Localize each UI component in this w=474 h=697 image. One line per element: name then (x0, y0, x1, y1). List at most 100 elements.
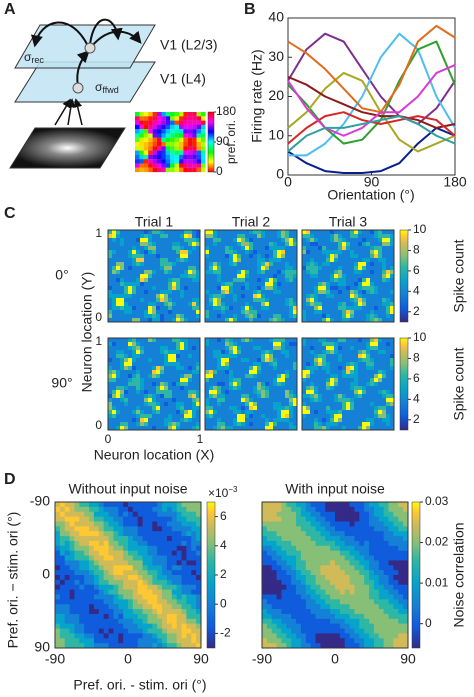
heatmap-cell (64, 638, 70, 644)
heatmap-cell (349, 516, 355, 522)
heatmap-cell (168, 414, 173, 419)
heatmap-cell (334, 294, 339, 299)
heatmap-cell (310, 565, 316, 571)
heatmap-cell (166, 594, 173, 600)
heatmap-cell (374, 338, 379, 343)
heatmap-cell (164, 422, 169, 427)
heatmap-cell (162, 521, 168, 527)
heatmap-cell (74, 579, 80, 586)
heatmap-cell (289, 246, 294, 251)
x-axis-label: Orientation (°) (327, 187, 414, 203)
heatmap-cell (196, 531, 202, 537)
heatmap-cell (162, 506, 168, 513)
heatmap-cell (378, 318, 383, 323)
heatmap-cell (342, 246, 347, 251)
heatmap-cell (144, 406, 149, 411)
heatmap-cell (196, 254, 201, 259)
heatmap-cell (225, 414, 230, 419)
heatmap-cell (241, 230, 246, 235)
heatmap-cell (241, 314, 246, 319)
heatmap-cell (225, 302, 230, 307)
heatmap-cell (128, 584, 134, 590)
heatmap-cell (253, 406, 258, 411)
heatmap-cell (344, 643, 350, 649)
heatmap-cell (140, 338, 145, 343)
heatmap-cell (213, 306, 218, 311)
row-label: 0° (55, 267, 68, 283)
heatmap-cell (320, 579, 326, 586)
heatmap-cell (245, 250, 250, 255)
heatmap-cell (350, 266, 355, 271)
heatmap-cell (147, 570, 153, 576)
heatmap-cell (124, 254, 129, 259)
heatmap-cell (266, 502, 273, 508)
heatmap-cell (59, 579, 66, 586)
heatmap-cell (84, 511, 90, 517)
heatmap-cell (124, 406, 129, 411)
heatmap-cell (128, 270, 133, 275)
heatmap-cell (261, 402, 266, 407)
heatmap-cell (370, 294, 375, 299)
heatmap-cell (305, 565, 312, 571)
map-cell (192, 129, 197, 134)
heatmap-cell (366, 398, 371, 403)
heatmap-cell (266, 511, 273, 517)
heatmap-cell (142, 536, 148, 542)
heatmap-cell (128, 628, 134, 634)
heatmap-cell (132, 410, 137, 415)
heatmap-cell (310, 502, 316, 508)
heatmap-cell (339, 643, 346, 649)
heatmap-cell (382, 278, 387, 283)
heatmap-cell (281, 638, 287, 644)
heatmap-cell (305, 540, 312, 547)
heatmap-cell (293, 314, 298, 319)
heatmap-cell (132, 266, 137, 271)
heatmap-cell (108, 599, 114, 605)
heatmap-cell (358, 254, 363, 259)
heatmap-cell (136, 286, 141, 291)
heatmap-cell (64, 550, 70, 556)
heatmap-cell (390, 426, 395, 431)
heatmap-cell (310, 589, 316, 595)
heatmap-cell (281, 516, 287, 522)
heatmap-cell (132, 584, 139, 590)
heatmap-cell (108, 286, 113, 291)
heatmap-cell (142, 584, 148, 590)
heatmap-cell (55, 618, 61, 625)
heatmap-cell (342, 374, 347, 379)
heatmap-cell (142, 521, 148, 527)
heatmap-cell (180, 406, 185, 411)
heatmap-cell (390, 382, 395, 387)
heatmap-cell (249, 390, 254, 395)
heatmap-cell (314, 274, 319, 279)
heatmap-cell (305, 502, 312, 508)
heatmap-cell (241, 234, 246, 239)
heatmap-cell (136, 342, 141, 347)
heatmap-cell (148, 270, 153, 275)
heatmap-cell (225, 406, 230, 411)
heatmap-cell (314, 418, 319, 423)
heatmap-cell (346, 246, 351, 251)
heatmap-cell (112, 362, 117, 367)
heatmap-cell (322, 338, 327, 343)
heatmap-cell (128, 618, 134, 625)
heatmap-cell (157, 579, 163, 586)
heatmap-cell (330, 306, 335, 311)
heatmap-cell (176, 398, 181, 403)
heatmap-cell (160, 302, 165, 307)
heatmap-cell (305, 623, 312, 629)
heatmap-cell (112, 298, 117, 303)
heatmap-cell (217, 346, 222, 351)
heatmap-cell (144, 250, 149, 255)
heatmap-cell (302, 426, 307, 431)
heatmap-cell (281, 406, 286, 411)
heatmap-cell (339, 531, 346, 537)
heatmap-cell (55, 589, 61, 595)
heatmap-cell (120, 246, 125, 251)
heatmap-cell (271, 560, 277, 566)
heatmap-cell (116, 270, 121, 275)
heatmap-cell (358, 346, 363, 351)
heatmap-cell (320, 570, 326, 576)
heatmap-cell (374, 410, 379, 415)
heatmap-cell (181, 613, 187, 620)
